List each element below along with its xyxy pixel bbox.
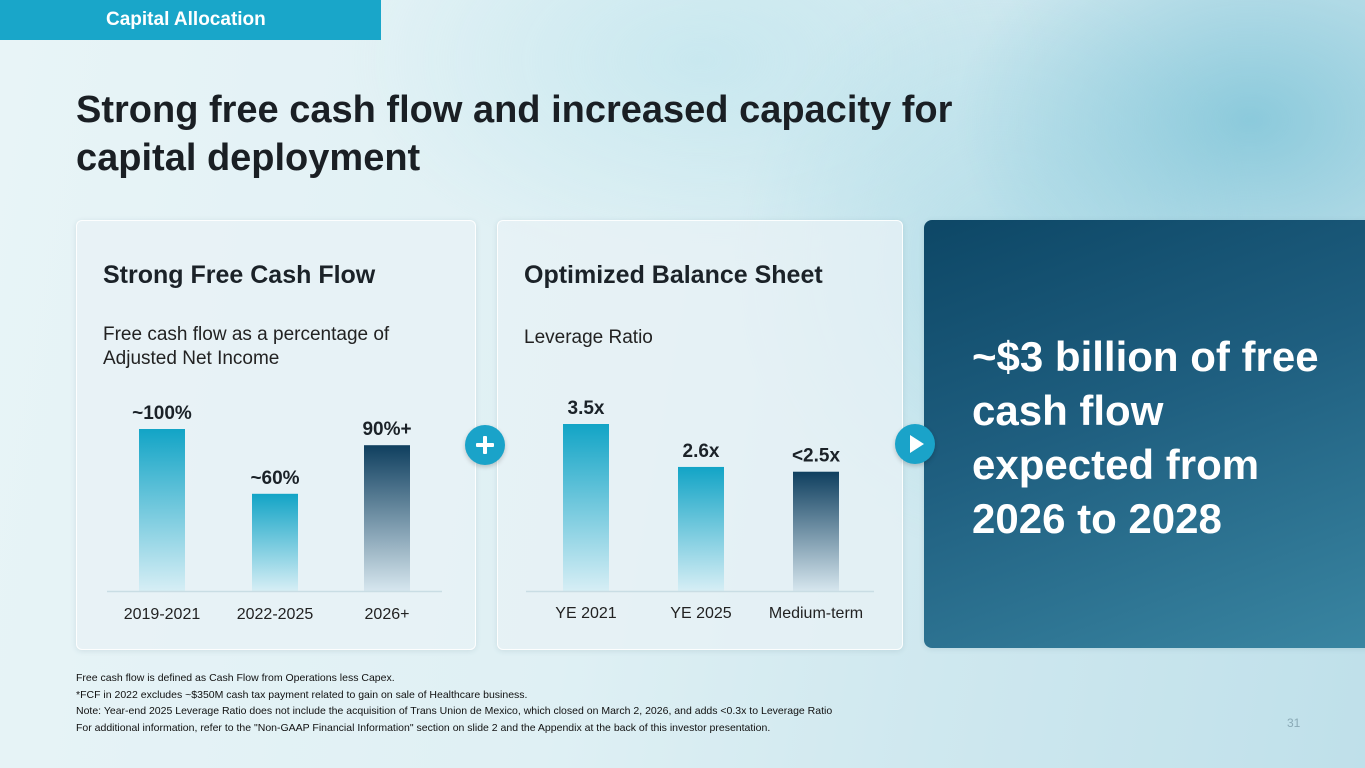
tick-label: 2022-2025 <box>237 606 314 623</box>
bar <box>252 493 298 591</box>
bar <box>678 466 724 591</box>
footnote: Note: Year-end 2025 Leverage Ratio does … <box>76 705 833 717</box>
data-label: <2.5x <box>792 446 841 467</box>
leverage-chart: 3.5x YE 2021 2.6x YE 2025 <2.5x Medium-term <box>526 398 874 622</box>
highlight-panel: ~$3 billion of free cash flow expected f… <box>924 220 1365 648</box>
play-arrow-icon <box>895 424 935 464</box>
footnote: Free cash flow is defined as Cash Flow f… <box>76 672 395 684</box>
page-title: Strong free cash flow and increased capa… <box>76 89 953 179</box>
bar <box>793 471 839 591</box>
tick-label: YE 2021 <box>555 605 616 622</box>
tick-label: Medium-term <box>769 605 863 622</box>
plus-icon <box>465 425 505 465</box>
footnotes: Free cash flow is defined as Cash Flow f… <box>76 670 1076 736</box>
tick-label: 2026+ <box>365 606 410 623</box>
balance-heading: Optimized Balance Sheet <box>524 261 823 289</box>
fcf-chart: ~100% 2019-2021 ~60% 2022-2025 90%+ 2026+ <box>107 403 442 623</box>
data-label: 90%+ <box>362 419 411 440</box>
footnote: For additional information, refer to the… <box>76 721 771 734</box>
balance-subtitle: Leverage Ratio <box>524 327 653 348</box>
highlight-text: ~$3 billion of free cash flow expected f… <box>972 333 1319 542</box>
footnote: *FCF in 2022 excludes ~$350M cash tax pa… <box>76 688 528 701</box>
data-label: ~60% <box>250 468 299 489</box>
section-tag: Capital Allocation <box>0 0 381 40</box>
tick-label: YE 2025 <box>670 605 731 622</box>
bar <box>139 429 185 591</box>
data-label: 2.6x <box>683 441 720 462</box>
fcf-heading: Strong Free Cash Flow <box>103 261 376 289</box>
fcf-subtitle: Free cash flow as a percentage of Adjust… <box>103 324 390 369</box>
page-number: 31 <box>1287 716 1301 730</box>
bar <box>563 424 609 591</box>
bar <box>364 445 410 591</box>
tick-label: 2019-2021 <box>124 606 201 623</box>
data-label: ~100% <box>132 403 192 424</box>
fcf-panel: Strong Free Cash Flow Free cash flow as … <box>76 220 476 650</box>
data-label: 3.5x <box>568 398 605 419</box>
balance-panel: Optimized Balance Sheet Leverage Ratio 3… <box>497 220 903 650</box>
